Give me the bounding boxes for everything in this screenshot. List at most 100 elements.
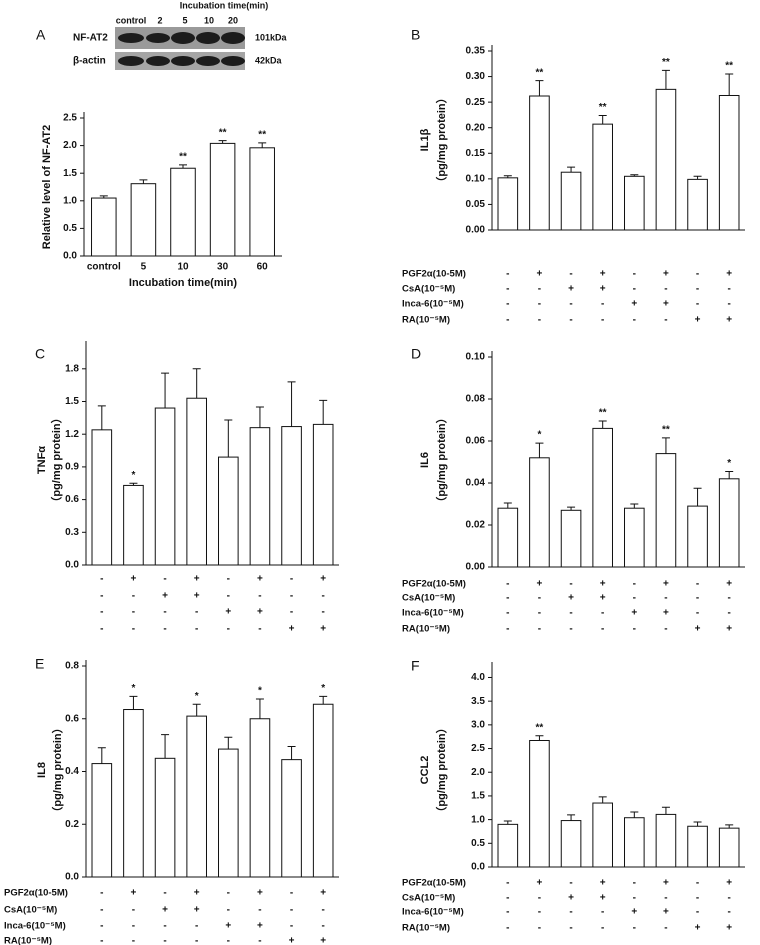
treatment-sign: - — [290, 921, 293, 932]
treatment-sign: + — [600, 893, 606, 904]
treatment-sign: - — [569, 878, 572, 889]
error-bar — [218, 140, 227, 144]
treatment-sign: - — [227, 591, 230, 602]
treatment-sign: - — [227, 888, 230, 899]
bar — [218, 456, 239, 566]
y-tick-label: 2.0 — [471, 767, 485, 778]
treatment-sign: - — [538, 893, 541, 904]
treatment-label: Inca-6(10⁻⁵M) — [4, 921, 66, 932]
error-bar — [630, 811, 639, 818]
treatment-sign: - — [569, 923, 572, 934]
blot-row-label: NF-AT2 — [73, 33, 108, 44]
treatment-sign: - — [728, 608, 731, 619]
significance: ** — [662, 424, 670, 435]
y-tick-label: 0.04 — [466, 478, 486, 489]
treatment-sign: - — [322, 921, 325, 932]
treatment-sign: + — [663, 579, 669, 590]
y-axis-title: CCL2 — [419, 756, 431, 785]
significance: * — [537, 430, 541, 441]
treatment-sign: - — [195, 607, 198, 618]
treatment-sign: - — [664, 315, 667, 326]
error-bar — [661, 437, 670, 454]
error-bar — [99, 195, 108, 199]
treatment-sign: - — [664, 893, 667, 904]
y-tick-label: 0.25 — [466, 97, 486, 108]
significance: * — [727, 458, 731, 469]
bar — [529, 739, 550, 868]
bar — [91, 429, 113, 566]
treatment-sign: + — [568, 893, 574, 904]
treatment-sign: - — [100, 574, 103, 585]
y-tick-label: 0.0 — [63, 251, 77, 262]
panel-letter: D — [411, 346, 421, 362]
treatment-sign: - — [132, 624, 135, 635]
bar — [170, 167, 196, 257]
treatment-sign: - — [728, 907, 731, 918]
y-tick-label: 1.5 — [471, 791, 485, 802]
error-bar — [129, 482, 138, 486]
treatment-sign: - — [696, 608, 699, 619]
treatment-sign: - — [633, 593, 636, 604]
treatment-sign: - — [538, 315, 541, 326]
bar — [281, 759, 302, 878]
treatment-sign: - — [100, 624, 103, 635]
error-bar — [255, 406, 264, 428]
bar — [186, 715, 207, 878]
treatment-sign: + — [600, 878, 606, 889]
y-tick-label: 3.0 — [471, 719, 485, 730]
y-tick-label: 0.0 — [65, 872, 79, 883]
error-bar — [598, 796, 607, 804]
lane-label: 2 — [157, 15, 162, 25]
treatment-sign: + — [257, 888, 263, 899]
significance: * — [131, 470, 135, 481]
treatment-sign: + — [695, 315, 701, 326]
y-tick-label: 3.5 — [471, 696, 485, 707]
y-axis-title: IL8 — [36, 762, 48, 778]
treatment-sign: - — [132, 921, 135, 932]
significance: ** — [599, 102, 607, 113]
treatment-sign: + — [568, 284, 574, 295]
treatment-sign: + — [225, 607, 231, 618]
blot-size: 101kDa — [255, 32, 288, 42]
bar — [529, 457, 550, 568]
y-tick-label: 2.5 — [63, 113, 77, 124]
treatment-sign: - — [506, 315, 509, 326]
treatment-sign: - — [633, 893, 636, 904]
treatment-sign: - — [696, 284, 699, 295]
y-tick-label: 0.30 — [466, 71, 486, 82]
treatment-sign: - — [506, 878, 509, 889]
significance: * — [131, 683, 135, 694]
y-tick-label: 4.0 — [471, 672, 485, 683]
error-bar — [725, 470, 734, 479]
treatment-sign: + — [131, 888, 137, 899]
treatment-sign: - — [664, 593, 667, 604]
treatment-sign: - — [664, 923, 667, 934]
treatment-sign: - — [633, 579, 636, 590]
significance: ** — [725, 61, 733, 72]
treatment-sign: + — [257, 574, 263, 585]
bar — [154, 407, 176, 566]
treatment-sign: - — [163, 888, 166, 899]
treatment-sign: + — [631, 907, 637, 918]
treatment-sign: - — [538, 608, 541, 619]
y-tick-label: 0.05 — [466, 199, 486, 210]
treatment-label: CsA(10⁻⁵M) — [402, 593, 455, 604]
blot-size: 42kDa — [255, 55, 283, 65]
y-tick-label: 0.0 — [65, 560, 79, 571]
treatment-sign: - — [258, 591, 261, 602]
significance: ** — [219, 127, 227, 138]
bar — [592, 427, 613, 568]
treatment-sign: + — [537, 269, 543, 280]
x-axis-title: Incubation time(min) — [129, 277, 238, 289]
error-bar — [661, 806, 670, 815]
treatment-sign: - — [601, 907, 604, 918]
error-bar — [661, 69, 670, 90]
error-bar — [503, 175, 512, 178]
error-bar — [179, 164, 187, 169]
y-tick-label: 0.9 — [65, 462, 79, 473]
y-tick-label: 1.8 — [65, 363, 79, 374]
x-tick-label: 5 — [141, 262, 147, 273]
treatment-sign: - — [322, 591, 325, 602]
treatment-sign: + — [663, 878, 669, 889]
blot-bands — [118, 32, 245, 66]
